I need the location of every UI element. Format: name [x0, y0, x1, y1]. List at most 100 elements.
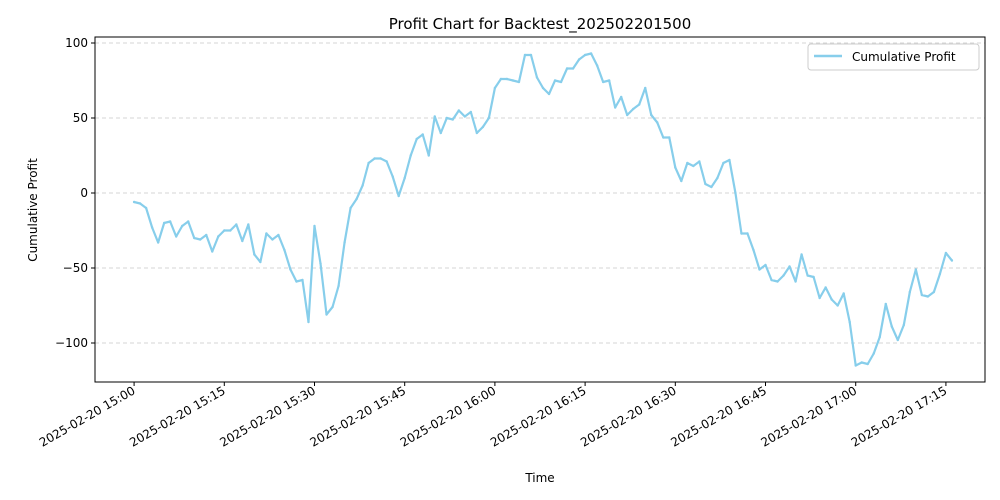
data-point: [632, 107, 635, 111]
data-point: [445, 116, 448, 120]
data-point: [920, 293, 924, 297]
data-point: [788, 265, 791, 268]
data-point: [619, 95, 623, 99]
data-point: [824, 286, 827, 289]
data-point: [674, 166, 677, 169]
data-point: [872, 352, 875, 355]
data-point: [156, 241, 160, 244]
y-tick-label: 100: [65, 36, 88, 50]
data-point: [908, 290, 912, 294]
data-point: [740, 232, 743, 235]
data-point: [259, 260, 262, 264]
data-point: [662, 136, 665, 139]
data-point: [235, 223, 238, 226]
data-point: [132, 200, 136, 204]
data-point: [613, 106, 617, 109]
data-point: [469, 110, 473, 114]
data-point: [481, 125, 485, 129]
data-point: [427, 154, 430, 157]
data-point: [728, 158, 731, 162]
chart-title: Profit Chart for Backtest_202502201500: [389, 15, 692, 34]
data-point: [716, 176, 719, 180]
data-point: [174, 235, 178, 238]
data-point: [367, 161, 370, 165]
data-point: [325, 313, 328, 316]
data-point: [782, 274, 785, 277]
y-axis-label: Cumulative Profit: [26, 158, 40, 262]
data-point: [277, 233, 280, 237]
data-point: [607, 79, 611, 82]
data-point: [223, 229, 226, 232]
data-point: [313, 224, 316, 228]
data-point: [758, 268, 761, 271]
data-point: [181, 224, 184, 228]
data-point: [638, 103, 641, 106]
data-point: [295, 280, 298, 283]
data-point: [595, 64, 599, 67]
data-point: [860, 361, 863, 364]
data-point: [475, 131, 479, 135]
data-point: [211, 250, 214, 253]
data-point: [205, 233, 208, 237]
data-point: [601, 80, 605, 84]
data-point: [836, 304, 839, 307]
data-point: [355, 197, 358, 201]
data-point: [433, 115, 436, 118]
data-point: [559, 80, 563, 84]
data-point: [577, 58, 581, 61]
data-point: [265, 232, 268, 235]
data-point: [138, 202, 142, 205]
data-point: [253, 253, 256, 256]
data-point: [806, 274, 809, 277]
data-point: [944, 251, 948, 255]
legend: Cumulative Profit: [807, 43, 980, 71]
data-point: [385, 160, 388, 163]
data-point: [818, 296, 821, 300]
data-point: [938, 272, 942, 276]
data-point: [950, 259, 954, 262]
data-point: [890, 325, 893, 328]
data-point: [878, 335, 881, 339]
data-point: [884, 302, 887, 306]
data-point: [902, 323, 906, 327]
data-point: [547, 92, 551, 96]
data-point: [932, 290, 936, 294]
data-point: [529, 53, 533, 57]
data-point: [692, 164, 695, 168]
data-point: [361, 184, 364, 187]
data-point: [746, 232, 749, 235]
data-point: [830, 298, 833, 301]
data-point: [379, 157, 382, 160]
data-point: [343, 241, 346, 244]
data-point: [650, 113, 653, 117]
data-point: [848, 320, 851, 324]
data-point: [764, 263, 767, 267]
data-point: [301, 278, 304, 282]
legend-label: Cumulative Profit: [852, 50, 956, 64]
data-point: [926, 295, 930, 298]
y-tick-label: −50: [63, 261, 88, 275]
data-point: [589, 52, 593, 55]
data-point: [722, 161, 725, 165]
data-point: [680, 179, 683, 183]
data-point: [487, 116, 491, 120]
series-layer: [132, 52, 954, 367]
data-point: [812, 275, 815, 279]
data-point: [457, 109, 461, 112]
data-point: [541, 86, 545, 90]
data-point: [193, 236, 196, 240]
data-point: [499, 77, 503, 81]
data-point: [770, 278, 773, 282]
data-point: [391, 175, 394, 178]
data-point: [451, 118, 454, 121]
data-point: [415, 137, 418, 141]
data-point: [734, 191, 737, 195]
data-point: [842, 292, 845, 295]
data-point: [668, 136, 671, 139]
data-point: [800, 253, 803, 256]
data-point: [373, 157, 376, 160]
data-point: [241, 239, 244, 243]
y-tick-label: 0: [80, 186, 88, 200]
data-point: [752, 248, 755, 252]
